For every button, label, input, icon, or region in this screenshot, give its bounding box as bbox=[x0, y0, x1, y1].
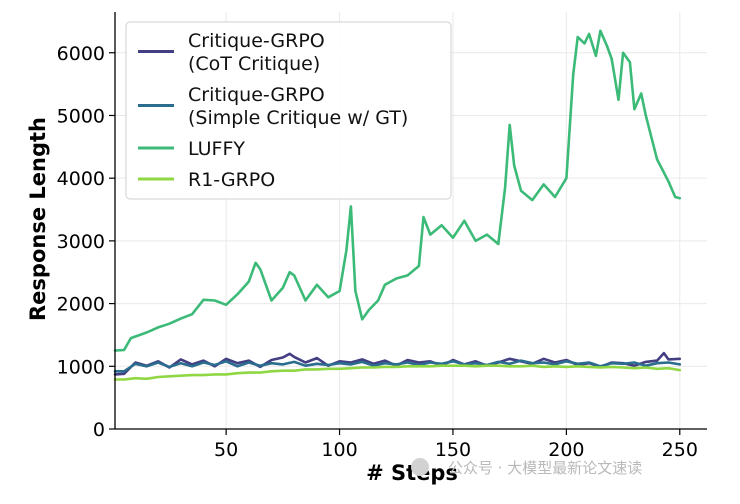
legend-label-2: Critique-GRPO (Simple Critique w/ GT) bbox=[188, 84, 408, 129]
legend-label-line: Critique-GRPO bbox=[188, 30, 325, 52]
legend-label-line: (CoT Critique) bbox=[188, 53, 320, 75]
watermark: 公众号 · 大模型最新论文速读 bbox=[411, 458, 642, 477]
legend-label-4: R1-GRPO bbox=[188, 169, 275, 191]
series-line-3 bbox=[113, 29, 682, 352]
series-line-4 bbox=[113, 364, 682, 381]
legend-label-line: R1-GRPO bbox=[188, 169, 275, 191]
legend-label-3: LUFFY bbox=[188, 138, 245, 160]
y-tick-label: 0 bbox=[93, 419, 105, 441]
tick-labels: 50 100 150 200 250 0 1000 2000 3000 4000 5000 6000 bbox=[57, 43, 698, 461]
x-tick-label: 150 bbox=[435, 439, 471, 461]
legend: Critique-GRPO (CoT Critique)Critique-GRPO… bbox=[125, 21, 452, 200]
x-tick-label: 100 bbox=[321, 439, 357, 461]
y-tick-label: 5000 bbox=[57, 105, 105, 127]
y-axis-title: Response Length bbox=[26, 117, 50, 321]
watermark-icon bbox=[411, 458, 429, 476]
series-lines bbox=[113, 29, 682, 381]
x-tick-label: 250 bbox=[662, 439, 698, 461]
y-tick-label: 3000 bbox=[57, 231, 105, 253]
x-tick-label: 200 bbox=[548, 439, 584, 461]
y-tick-label: 4000 bbox=[57, 168, 105, 190]
series-line-2 bbox=[113, 359, 682, 373]
legend-label-line: Critique-GRPO bbox=[188, 84, 325, 106]
legend-box bbox=[125, 21, 452, 200]
y-tick-label: 6000 bbox=[57, 43, 105, 65]
x-tick-label: 50 bbox=[214, 439, 238, 461]
legend-label-line: LUFFY bbox=[188, 138, 245, 160]
legend-label-1: Critique-GRPO (CoT Critique) bbox=[188, 30, 325, 75]
legend-label-line: (Simple Critique w/ GT) bbox=[188, 107, 408, 129]
watermark-text: 公众号 · 大模型最新论文速读 bbox=[448, 459, 642, 477]
y-tick-label: 1000 bbox=[57, 356, 105, 378]
y-tick-label: 2000 bbox=[57, 294, 105, 316]
axes bbox=[109, 12, 707, 435]
